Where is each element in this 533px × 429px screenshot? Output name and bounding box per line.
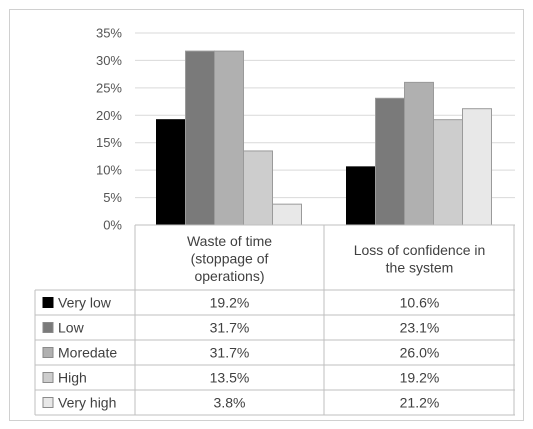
bar-high [243,150,273,226]
legend-swatch [42,372,54,383]
data-label: 31.7% [210,320,250,336]
bar-very-low [346,166,376,226]
data-label: 10.6% [400,295,440,311]
legend-label: Very high [58,395,116,411]
data-label: 23.1% [400,320,440,336]
y-tick-label: 25% [96,80,122,95]
chart-frame [9,9,524,421]
data-label: 21.2% [400,395,440,411]
category-label: Loss of confidence in [354,242,486,258]
legend-label: Low [58,320,85,336]
y-tick-label: 10% [96,163,122,178]
legend-label: Moredate [58,345,117,361]
legend-swatch [42,347,54,358]
y-tick-label: 0% [103,218,122,233]
y-tick-label: 5% [103,190,122,205]
data-label: 19.2% [210,295,250,311]
legend-swatch [42,322,54,333]
legend-swatch [42,297,54,308]
bar-very-high [462,108,492,226]
bar-moredate [214,50,244,226]
data-label: 31.7% [210,345,250,361]
data-label: 3.8% [214,395,246,411]
category-label: (stoppage of [191,251,269,267]
bar-low [375,97,405,226]
data-label: 26.0% [400,345,440,361]
category-label: the system [386,260,454,276]
legend-swatch [42,397,54,408]
y-tick-label: 20% [96,108,122,123]
y-tick-label: 35% [96,26,122,41]
bar-low [185,50,215,226]
legend-label: High [58,370,87,386]
legend-label: Very low [58,295,112,311]
category-label: Waste of time [187,233,272,249]
bar-very-low [156,119,186,226]
y-tick-label: 15% [96,135,122,150]
data-label: 19.2% [400,370,440,386]
y-tick-label: 30% [96,53,122,68]
data-label: 13.5% [210,370,250,386]
bar-very-high [272,203,302,226]
category-label: operations) [194,268,264,284]
bar-high [433,119,463,226]
bar-moredate [404,81,434,226]
